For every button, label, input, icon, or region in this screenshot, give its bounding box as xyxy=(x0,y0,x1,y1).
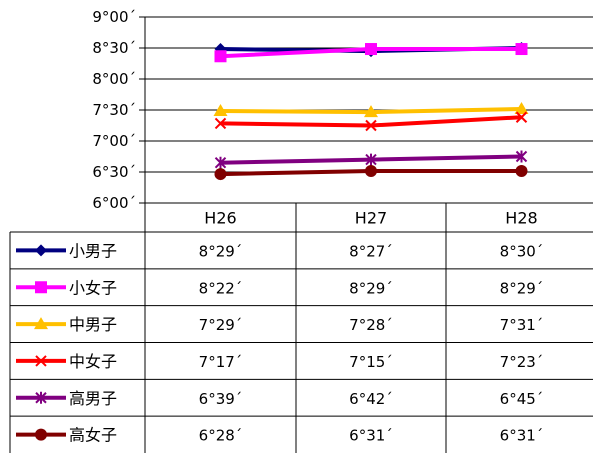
data-label: 6°39´ xyxy=(199,390,243,408)
legend-marker xyxy=(35,391,47,404)
data-label: 8°22´ xyxy=(199,279,243,297)
data-point xyxy=(365,119,377,132)
data-label: 8°29´ xyxy=(500,279,544,297)
data-label: 7°28´ xyxy=(349,316,393,334)
data-point xyxy=(515,43,528,56)
data-point xyxy=(515,164,528,177)
data-point xyxy=(214,168,227,181)
data-point xyxy=(365,153,377,166)
data-label: 6°28´ xyxy=(199,427,243,445)
series-name: 中男子 xyxy=(69,315,117,334)
y-axis-ticks: 9°00´ 8°30´ 8°00´ 7°30´ 7°00´ 6°30´ 6°00´ xyxy=(92,8,136,212)
y-tick-label: 7°30´ xyxy=(92,101,136,119)
legend-marker xyxy=(34,317,48,330)
legend-marker xyxy=(35,281,47,294)
legend-marker xyxy=(35,355,47,367)
data-point xyxy=(365,43,377,56)
data-label: 8°29´ xyxy=(349,279,393,297)
y-tick-label: 6°00´ xyxy=(92,194,136,212)
data-label: 8°30´ xyxy=(500,242,544,260)
data-point xyxy=(214,117,227,130)
x-category-label: H28 xyxy=(505,209,537,228)
legend-marker xyxy=(35,244,47,257)
data-point xyxy=(214,156,227,169)
data-point xyxy=(214,50,227,63)
data-label: 8°27´ xyxy=(349,242,393,260)
data-point xyxy=(365,164,377,177)
y-tick-label: 7°00´ xyxy=(92,132,136,150)
data-label: 6°31´ xyxy=(349,427,393,445)
data-label: 6°42´ xyxy=(349,390,393,408)
data-point xyxy=(514,101,529,114)
legend-marker xyxy=(35,428,47,441)
data-label: 6°31´ xyxy=(500,427,544,445)
data-point xyxy=(515,111,528,123)
series-name: 小女子 xyxy=(69,278,117,297)
data-label: 7°17´ xyxy=(199,353,243,371)
series-name: 中女子 xyxy=(69,352,117,371)
data-label: 8°29´ xyxy=(199,242,243,260)
data-point xyxy=(364,105,378,118)
y-tick-label: 6°30´ xyxy=(92,163,136,181)
y-tick-label: 9°00´ xyxy=(92,8,136,26)
data-label: 7°23´ xyxy=(500,353,544,371)
series-layer xyxy=(213,42,529,181)
data-label: 7°29´ xyxy=(199,316,243,334)
series-name: 高女子 xyxy=(69,426,117,445)
data-point xyxy=(213,104,228,117)
data-label: 7°15´ xyxy=(349,353,393,371)
data-label: 7°31´ xyxy=(500,316,544,334)
series-name: 高男子 xyxy=(69,389,117,408)
series-name: 小男子 xyxy=(69,241,117,260)
data-table: H26 H27 H28 小男子 8°29´ 8°27´ 8°30´ 小女子 8°22´ 8°29´… xyxy=(9,202,593,453)
y-tick-label: 8°30´ xyxy=(92,39,136,57)
data-label: 6°45´ xyxy=(500,390,544,408)
data-point xyxy=(515,150,528,163)
y-tick-label: 8°00´ xyxy=(92,70,136,88)
x-category-label: H27 xyxy=(355,209,387,228)
x-category-label: H26 xyxy=(204,209,236,228)
